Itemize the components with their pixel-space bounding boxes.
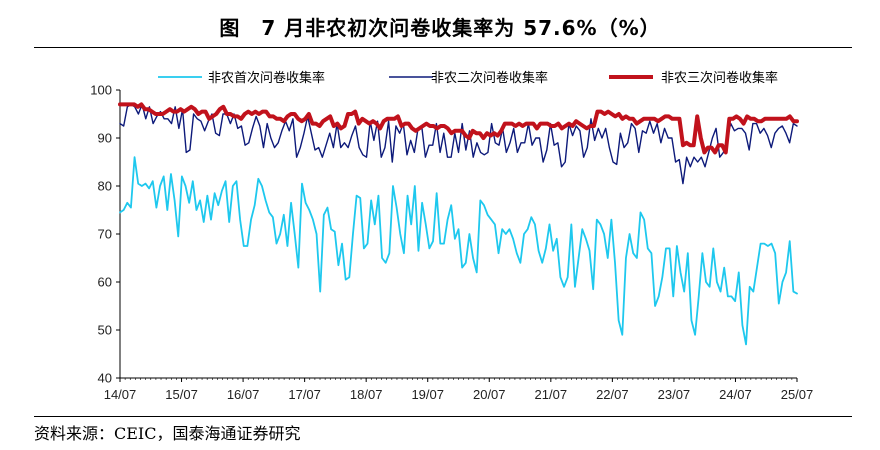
y-tick-label: 100 bbox=[90, 83, 112, 98]
x-tick-label: 25/07 bbox=[781, 387, 814, 402]
x-tick-label: 22/07 bbox=[596, 387, 629, 402]
series-line-1 bbox=[119, 156, 798, 346]
x-tick-label: 23/07 bbox=[658, 387, 691, 402]
axes: 40 50 60 70 80 90 100 14/07 15/07 16/07 17/07 18/07… bbox=[90, 83, 813, 403]
x-tick-label: 15/07 bbox=[165, 387, 198, 402]
x-tick-label: 24/07 bbox=[719, 387, 752, 402]
x-tick-label: 16/07 bbox=[227, 387, 260, 402]
y-tick-label: 50 bbox=[98, 323, 112, 338]
title-rule bbox=[34, 47, 852, 48]
legend-label-3: 非农三次问卷收集率 bbox=[661, 70, 778, 86]
page-title: 图 7 月非农初次问卷收集率为 57.6%（%） bbox=[219, 16, 661, 40]
x-tick-label: 20/07 bbox=[473, 387, 506, 402]
y-tick-label: 60 bbox=[98, 275, 112, 290]
legend: 非农首次问卷收集率 非农二次问卷收集率 非农三次问卷收集率 bbox=[158, 70, 778, 86]
legend-label-2: 非农二次问卷收集率 bbox=[431, 70, 548, 86]
y-tick-label: 70 bbox=[98, 227, 112, 242]
series-line-3 bbox=[118, 102, 799, 155]
y-tick-label: 40 bbox=[98, 371, 112, 386]
legend-label-1: 非农首次问卷收集率 bbox=[208, 70, 325, 86]
y-tick-label: 90 bbox=[98, 131, 112, 146]
source-rule bbox=[34, 416, 852, 417]
x-tick-label: 21/07 bbox=[535, 387, 568, 402]
y-tick-label: 80 bbox=[98, 179, 112, 194]
source-note: 资料来源：CEIC，国泰海通证券研究 bbox=[34, 424, 301, 443]
x-tick-label: 17/07 bbox=[288, 387, 321, 402]
series-lines bbox=[118, 102, 799, 346]
x-tick-label: 19/07 bbox=[411, 387, 444, 402]
x-tick-label: 14/07 bbox=[104, 387, 137, 402]
x-tick-label: 18/07 bbox=[350, 387, 383, 402]
